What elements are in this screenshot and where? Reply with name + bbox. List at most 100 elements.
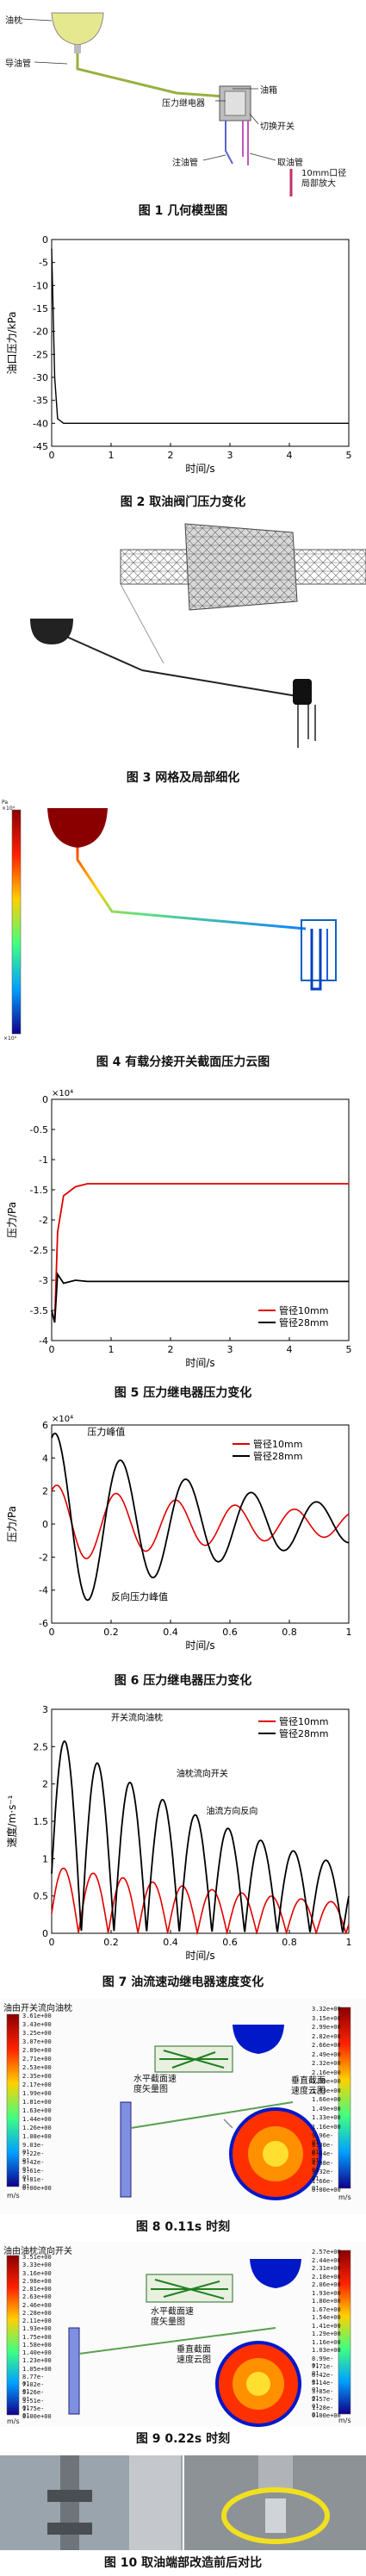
label-pressure-relay: 压力继电器 bbox=[162, 99, 205, 109]
y-tick-label: -2 bbox=[39, 1215, 48, 1226]
y-tick-label: 0 bbox=[42, 1094, 48, 1105]
colorbar-value: 3.51e+00 bbox=[22, 2254, 52, 2261]
y-tick-label: -15 bbox=[33, 303, 48, 314]
colorbar-top-label: Pa ×10⁴ bbox=[2, 800, 16, 812]
x-tick-label: 0.8 bbox=[282, 1937, 297, 1948]
y-tick-label: -2 bbox=[39, 1552, 48, 1563]
colorbar-value: 1.33e+00 bbox=[312, 2114, 341, 2121]
figure-10-caption: 图 10 取油端部改造前后对比 bbox=[103, 2556, 263, 2570]
x-tick-label: 0.8 bbox=[282, 1627, 297, 1638]
colorbar-value: 2.18e+00 bbox=[312, 2273, 341, 2280]
colorbar-value: 2.99e+00 bbox=[312, 2024, 341, 2031]
legend-label: 管径28mm bbox=[253, 1450, 302, 1462]
y-tick-label: 0.5 bbox=[34, 1891, 49, 1902]
colorbar-value: 5.42e-01 bbox=[22, 2159, 45, 2173]
colorbar-value: 1.23e+00 bbox=[22, 2357, 52, 2365]
colorbar-value: 1.93e+00 bbox=[312, 2289, 341, 2297]
colorbar-value: 6.64e-01 bbox=[312, 2150, 334, 2164]
fig9-title: 油由油枕流向开关 bbox=[3, 2247, 72, 2256]
y-tick-label: -10 bbox=[33, 280, 48, 291]
velocity-field-0-22s bbox=[0, 2242, 366, 2427]
figure-8-caption: 图 8 0.11s 时刻 bbox=[135, 2220, 231, 2234]
y-tick-label: 2 bbox=[42, 1486, 48, 1497]
colorbar-value: 1.81e+00 bbox=[22, 2099, 52, 2106]
fig8-unit-right: m/s bbox=[338, 2193, 351, 2201]
mesh-refinement-image bbox=[30, 523, 366, 748]
y-tick-label: -35 bbox=[33, 395, 48, 407]
figure-3-caption: 图 3 网格及局部细化 bbox=[126, 771, 240, 785]
x-tick-label: 0.2 bbox=[103, 1937, 119, 1948]
y-tick-label: -1 bbox=[39, 1154, 48, 1166]
colorbar-value: 2.35e+00 bbox=[22, 2073, 52, 2080]
colorbar-value: 3.07e+00 bbox=[22, 2038, 52, 2045]
figure-1: 油枕 导油管 油箱 压力继电器 切换开关 注油管 取油管 10mm口径 局部放大 bbox=[0, 0, 366, 198]
colorbar-value: 3.32e-01 bbox=[312, 2168, 334, 2182]
figure-7-caption: 图 7 油流速动继电器速度变化 bbox=[102, 1976, 264, 1989]
plot-frame bbox=[51, 239, 350, 447]
y-tick-label: -2.5 bbox=[30, 1245, 48, 1256]
figure-8: 油由开关流向油枕 水平截面速 度矢量图 垂直截面 速度云图 3.61e+00 3.… bbox=[0, 1999, 366, 2214]
y-tick-label: -4 bbox=[39, 1335, 48, 1347]
y-tick-label: -1.5 bbox=[30, 1185, 48, 1196]
colorbar-value: 0.00e+00 bbox=[22, 2185, 52, 2192]
colorbar-value: 1.49e+00 bbox=[312, 2105, 341, 2112]
y-tick-label: 2 bbox=[42, 1779, 48, 1790]
series-line-10mm bbox=[51, 1484, 350, 1559]
geometry-model-diagram bbox=[21, 12, 293, 196]
y-axis-label: 压力/Pa bbox=[6, 1506, 18, 1542]
colorbar-value: 2.53e+00 bbox=[22, 2064, 52, 2071]
fig9-vertical-label: 垂直截面 速度云图 bbox=[177, 2345, 211, 2365]
colorbar-value: 3.61e+00 bbox=[22, 2013, 52, 2019]
y-tick-label: -3.5 bbox=[30, 1305, 48, 1316]
y-tick-label: -0.5 bbox=[30, 1124, 48, 1136]
colorbar-value: 2.49e+00 bbox=[312, 2050, 341, 2058]
annotation-tank-to-switch: 油枕流向开关 bbox=[177, 1768, 228, 1779]
figure-6-caption: 图 6 压力继电器压力变化 bbox=[114, 1674, 252, 1688]
y-tick-label: -3 bbox=[39, 1275, 48, 1286]
x-tick-label: 2 bbox=[168, 450, 174, 461]
annotation-switch-to-tank: 开关流向油枕 bbox=[111, 1712, 163, 1723]
y-multiplier: ×10⁴ bbox=[52, 1415, 73, 1424]
x-axis-label: 时间/s bbox=[185, 1950, 214, 1962]
x-tick-label: 1 bbox=[346, 1937, 352, 1948]
colorbar-value: 2.16e+00 bbox=[312, 2069, 341, 2076]
relay-pressure-chart-5: 0 1 2 3 4 5 0 -0.5 -1 -1.5 -2 -2.5 -3 -3.5 -4 时间/s 压力/Pa… bbox=[6, 1089, 352, 1369]
x-tick-label: 0 bbox=[49, 1344, 55, 1355]
fig8-horizontal-label: 水平截面速 度矢量图 bbox=[133, 2075, 177, 2094]
flow-velocity-chart: 0 0.2 0.4 0.6 0.8 1 3 2.5 2 1.5 1 0.5 0 时间/s 速度/m·s⁻¹ 管… bbox=[5, 1704, 352, 1962]
y-tick-label: 1 bbox=[42, 1853, 48, 1864]
colorbar-bottom-label: ×10⁴ bbox=[3, 1036, 17, 1042]
y-tick-label: -25 bbox=[33, 349, 48, 360]
colorbar-value: 2.82e+00 bbox=[312, 2032, 341, 2040]
colorbar-value: 2.57e+00 bbox=[312, 2249, 341, 2256]
fig8-title: 油由开关流向油枕 bbox=[3, 2004, 72, 2013]
fig9-horizontal-label: 水平截面速 度矢量图 bbox=[151, 2307, 194, 2327]
fig8-unit-left: m/s bbox=[7, 2192, 20, 2200]
plot-frame bbox=[51, 1424, 350, 1624]
figure-9-caption: 图 9 0.22s 时刻 bbox=[135, 2432, 231, 2446]
figure-3 bbox=[0, 515, 366, 765]
colorbar-value: 1.44e+00 bbox=[22, 2116, 52, 2123]
series-line bbox=[51, 248, 349, 425]
colorbar-value: 2.06e+00 bbox=[312, 2281, 341, 2288]
colorbar-value: 2.11e+00 bbox=[22, 2318, 52, 2324]
y-tick-label: 0 bbox=[42, 1928, 48, 1939]
x-tick-label: 2 bbox=[168, 1344, 174, 1355]
label-local-enlarged: 10mm口径 局部放大 bbox=[301, 169, 347, 189]
figure-6: 0 0.2 0.4 0.6 0.8 1 6 4 2 0 -2 -4 -6 时间/s 压力/Pa ×10⁴ 管径1… bbox=[0, 1409, 366, 1668]
series-line bbox=[51, 1183, 349, 1323]
retrofit-photos bbox=[0, 2455, 366, 2550]
colorbar-value: 6.42e-01 bbox=[312, 2371, 334, 2386]
colorbar-value: 2.98e+00 bbox=[22, 2277, 52, 2285]
colorbar-value: 0.00e+00 bbox=[22, 2413, 52, 2420]
colorbar-value: 3.32e+00 bbox=[312, 2006, 341, 2013]
valve-pressure-chart: 0 1 2 3 4 5 0 -5 -10 -15 -20 -25 -30 -35 -40 -45 时间/s 油口压… bbox=[6, 234, 352, 475]
colorbar-value: 2.28e+00 bbox=[22, 2309, 52, 2317]
colorbar-value: 1.28e-01 bbox=[312, 2404, 334, 2418]
colorbar-value: 1.93e+00 bbox=[22, 2325, 52, 2333]
plot-frame bbox=[51, 1098, 350, 1341]
colorbar-value: 2.44e+00 bbox=[312, 2256, 341, 2264]
y-axis-label: 油口压力/kPa bbox=[6, 311, 18, 374]
figure-4: Pa ×10⁴ ×10⁴ bbox=[0, 800, 366, 1049]
series-line-10mm bbox=[51, 1867, 350, 1936]
